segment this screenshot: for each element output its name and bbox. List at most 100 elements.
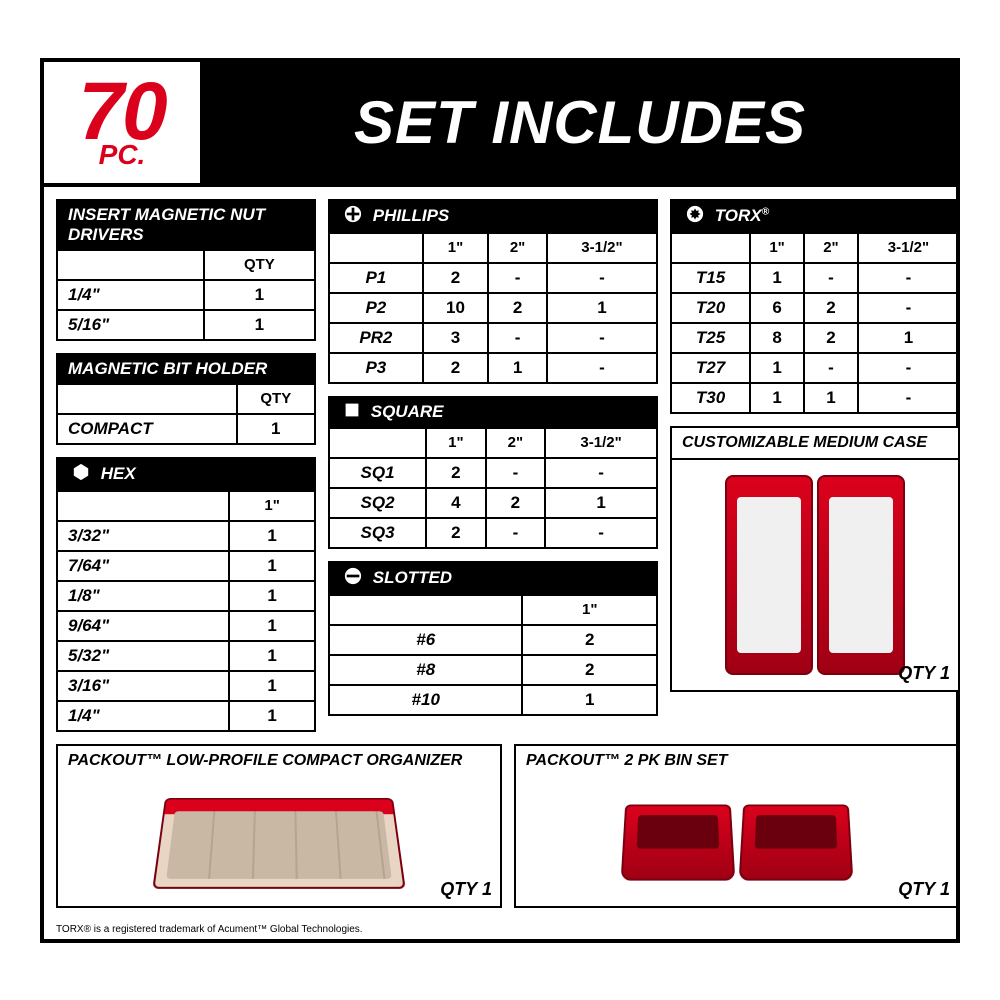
col-header: 1" <box>750 233 804 263</box>
torx-title: TORX® <box>671 200 959 233</box>
qty-header: QTY <box>204 250 315 280</box>
table-cell: - <box>547 353 657 383</box>
table-cell: - <box>858 353 959 383</box>
medium-case-title: CUSTOMIZABLE MEDIUM CASE <box>672 428 958 460</box>
table-cell: - <box>804 353 858 383</box>
col-header: 2" <box>486 428 546 458</box>
table-cell: 1 <box>545 488 657 518</box>
table-cell: 2 <box>426 458 486 488</box>
table-cell: SQ1 <box>329 458 426 488</box>
square-table: SQUARE 1"2"3-1/2" SQ12-- SQ2421 SQ32-- <box>328 396 658 549</box>
table-cell: T30 <box>671 383 750 413</box>
nut-drivers-title: INSERT MAGNETIC NUT DRIVERS <box>57 200 315 250</box>
organizer-title: PACKOUT™ LOW-PROFILE COMPACT ORGANIZER <box>58 746 500 776</box>
table-cell: 1 <box>522 685 657 715</box>
table-cell: - <box>488 263 547 293</box>
table-cell: 6 <box>750 293 804 323</box>
table-cell: 3/16" <box>57 671 229 701</box>
table-cell: 3/32" <box>57 521 229 551</box>
table-cell: - <box>804 263 858 293</box>
qty-header: QTY <box>237 384 315 414</box>
table-cell: PR2 <box>329 323 423 353</box>
table-cell: 3 <box>423 323 489 353</box>
medium-case-box: CUSTOMIZABLE MEDIUM CASE QTY 1 <box>670 426 960 692</box>
torx-table: TORX® 1"2"3-1/2" T151-- T2062- T25821 T2… <box>670 199 960 414</box>
table-cell: 1 <box>750 353 804 383</box>
bins-qty: QTY 1 <box>898 879 950 900</box>
hex-table: HEX 1" 3/32"1 7/64"1 1/8"1 9/64"1 5/32"1… <box>56 457 316 732</box>
table-cell: 5/32" <box>57 641 229 671</box>
right-column: TORX® 1"2"3-1/2" T151-- T2062- T25821 T2… <box>670 199 960 732</box>
col-header: 1" <box>229 491 315 521</box>
table-cell: 2 <box>486 488 546 518</box>
table-cell: 1 <box>547 293 657 323</box>
table-cell: - <box>858 263 959 293</box>
table-cell: 1 <box>204 280 315 310</box>
table-cell: - <box>545 458 657 488</box>
table-cell: - <box>547 263 657 293</box>
bit-holder-table: MAGNETIC BIT HOLDER QTY COMPACT1 <box>56 353 316 445</box>
col-header: 2" <box>488 233 547 263</box>
table-cell: P2 <box>329 293 423 323</box>
table-cell: T27 <box>671 353 750 383</box>
table-cell: 1 <box>229 581 315 611</box>
organizer-image <box>58 776 500 906</box>
bins-image <box>516 776 958 906</box>
table-cell: 1 <box>229 701 315 731</box>
piece-count-badge: 70 PC. <box>44 62 204 183</box>
col-header: 1" <box>423 233 489 263</box>
table-cell: SQ3 <box>329 518 426 548</box>
footnote: TORX® is a registered trademark of Acume… <box>44 920 956 939</box>
col-header: 3-1/2" <box>858 233 959 263</box>
set-includes-title: SET INCLUDES <box>204 62 956 183</box>
nut-drivers-table: INSERT MAGNETIC NUT DRIVERS QTY 1/4"1 5/… <box>56 199 316 341</box>
medium-case-image: QTY 1 <box>672 460 958 690</box>
table-cell: P3 <box>329 353 423 383</box>
table-cell: T25 <box>671 323 750 353</box>
organizer-qty: QTY 1 <box>440 879 492 900</box>
phillips-title: PHILLIPS <box>329 200 657 233</box>
table-cell: 1 <box>229 641 315 671</box>
table-cell: #8 <box>329 655 522 685</box>
table-cell: - <box>545 518 657 548</box>
table-cell: P1 <box>329 263 423 293</box>
medium-case-qty: QTY 1 <box>898 663 950 684</box>
middle-column: PHILLIPS 1"2"3-1/2" P12-- P21021 PR23-- … <box>328 199 658 732</box>
table-cell: 5/16" <box>57 310 204 340</box>
table-cell: 1/4" <box>57 701 229 731</box>
table-cell: 1 <box>229 671 315 701</box>
table-cell: 1/4" <box>57 280 204 310</box>
table-cell: 2 <box>804 293 858 323</box>
table-cell: 1 <box>488 353 547 383</box>
table-cell: - <box>547 323 657 353</box>
table-cell: 1 <box>858 323 959 353</box>
table-cell: 1 <box>229 551 315 581</box>
bins-illustration <box>623 801 851 881</box>
table-cell: 2 <box>426 518 486 548</box>
bins-title: PACKOUT™ 2 PK BIN SET <box>516 746 958 776</box>
organizer-illustration <box>152 797 405 888</box>
table-cell: 8 <box>750 323 804 353</box>
table-cell: 1 <box>750 263 804 293</box>
left-column: INSERT MAGNETIC NUT DRIVERS QTY 1/4"1 5/… <box>56 199 316 732</box>
slotted-title: SLOTTED <box>329 562 657 595</box>
table-cell: - <box>858 293 959 323</box>
set-includes-card: 70 PC. SET INCLUDES INSERT MAGNETIC NUT … <box>40 58 960 943</box>
table-cell: #6 <box>329 625 522 655</box>
table-cell: - <box>486 518 546 548</box>
table-cell: 10 <box>423 293 489 323</box>
piece-count-number: 70 <box>78 77 165 147</box>
hex-icon <box>72 463 90 486</box>
table-cell: 4 <box>426 488 486 518</box>
hex-title: HEX <box>57 458 315 491</box>
table-cell: - <box>486 458 546 488</box>
table-cell: 1 <box>237 414 315 444</box>
header: 70 PC. SET INCLUDES <box>44 62 956 187</box>
col-header: 2" <box>804 233 858 263</box>
table-cell: 1 <box>750 383 804 413</box>
torx-icon <box>686 205 704 228</box>
table-cell: 1 <box>229 611 315 641</box>
slotted-icon <box>344 567 362 590</box>
col-header: 1" <box>522 595 657 625</box>
table-cell: T15 <box>671 263 750 293</box>
